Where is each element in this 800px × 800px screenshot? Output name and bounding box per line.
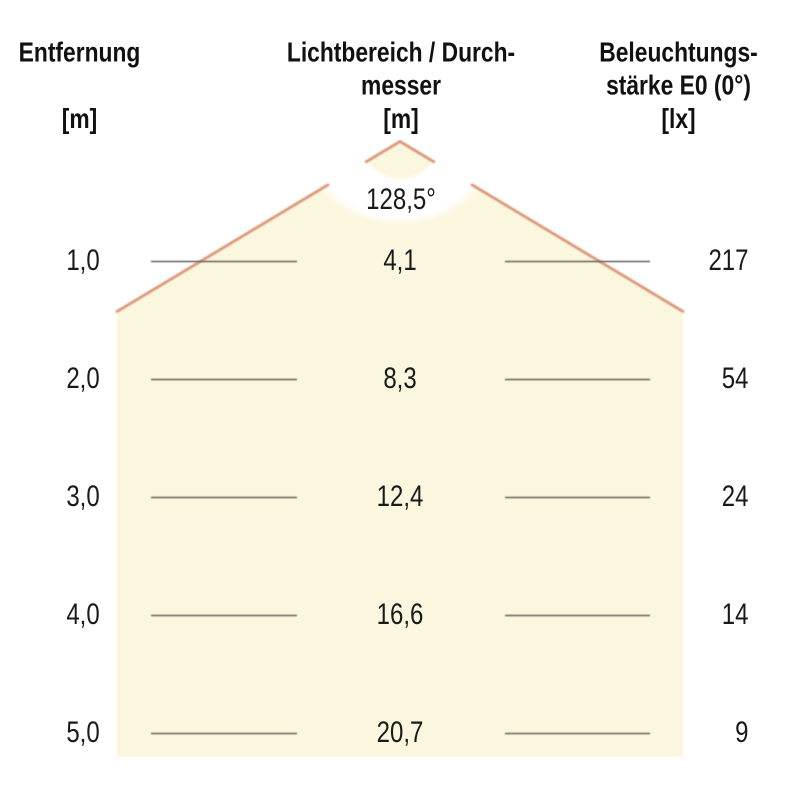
svg-text:Lichtbereich / Durch-: Lichtbereich / Durch- bbox=[287, 38, 515, 68]
svg-text:14: 14 bbox=[722, 596, 749, 630]
svg-text:217: 217 bbox=[708, 242, 748, 276]
svg-text:1,0: 1,0 bbox=[66, 242, 99, 276]
svg-text:5,0: 5,0 bbox=[66, 714, 99, 748]
svg-text:128,5°: 128,5° bbox=[366, 181, 436, 215]
svg-text:12,4: 12,4 bbox=[377, 478, 424, 512]
svg-text:[m]: [m] bbox=[383, 104, 418, 134]
svg-text:24: 24 bbox=[722, 478, 749, 512]
svg-text:messer: messer bbox=[361, 71, 441, 101]
svg-text:9: 9 bbox=[735, 714, 748, 748]
svg-text:4,1: 4,1 bbox=[383, 242, 416, 276]
svg-text:54: 54 bbox=[722, 360, 749, 394]
svg-text:Beleuchtungs-: Beleuchtungs- bbox=[599, 38, 757, 68]
svg-text:[m]: [m] bbox=[62, 104, 97, 134]
svg-text:3,0: 3,0 bbox=[66, 478, 99, 512]
svg-text:[lx]: [lx] bbox=[661, 104, 695, 134]
svg-text:8,3: 8,3 bbox=[383, 360, 416, 394]
svg-text:stärke E0 (0°): stärke E0 (0°) bbox=[606, 71, 751, 101]
svg-text:4,0: 4,0 bbox=[66, 596, 99, 630]
svg-text:20,7: 20,7 bbox=[377, 714, 424, 748]
svg-text:2,0: 2,0 bbox=[66, 360, 99, 394]
svg-text:16,6: 16,6 bbox=[377, 596, 424, 630]
svg-text:Entfernung: Entfernung bbox=[19, 38, 141, 68]
